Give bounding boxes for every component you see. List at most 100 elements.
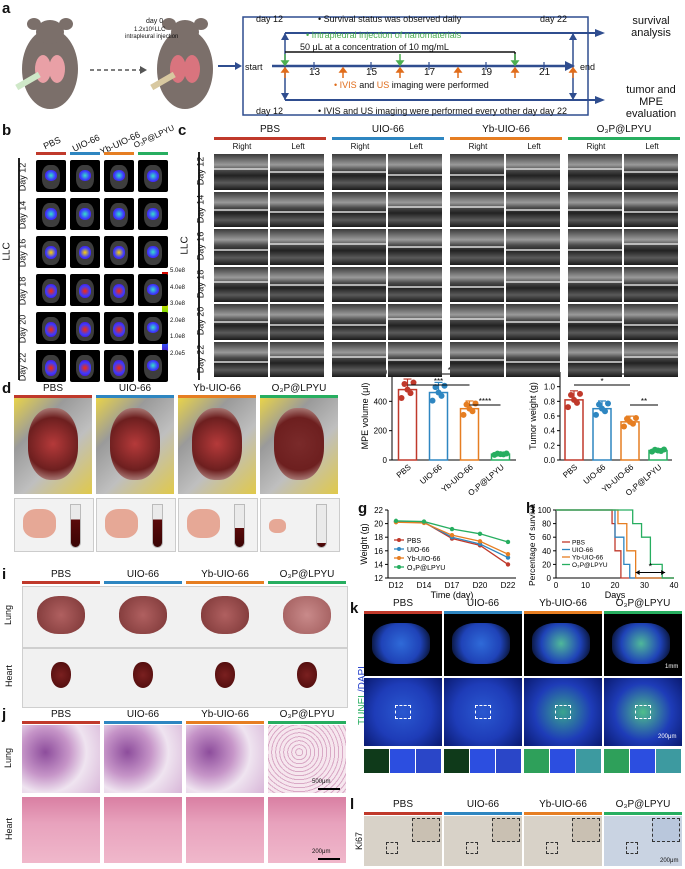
data-point	[577, 390, 583, 397]
x-tick-label: 20	[611, 581, 620, 590]
ultrasound-image	[270, 154, 324, 190]
y-axis-label: Tumor weight (g)	[528, 382, 538, 450]
i-group-label: PBS	[50, 569, 71, 580]
survival-curve	[556, 509, 674, 579]
survival-chart: 0 20 40 60 80 100 0 10 20 30 40 Days Percentage of s…	[527, 504, 679, 600]
ultrasound-image	[568, 341, 622, 377]
x-tick-label: D22	[501, 581, 516, 590]
zoom-box	[475, 705, 492, 720]
category-label: UIO-66	[418, 462, 444, 486]
ultrasound-image	[214, 229, 268, 265]
significance-label: **	[641, 397, 647, 406]
pleural-line	[568, 321, 622, 324]
legend-label: UIO-66	[572, 547, 593, 554]
ki67-inset	[652, 818, 680, 842]
ultrasound-image	[506, 191, 560, 227]
data-point	[410, 379, 417, 386]
data-point	[438, 392, 445, 399]
i-group-bar	[186, 581, 264, 584]
imaging-and: and	[359, 80, 375, 90]
pleural-line	[450, 173, 504, 176]
l-group-label: PBS	[392, 799, 413, 810]
heart-specimen	[215, 662, 235, 688]
imaging-note: • IVIS and US imaging were performed	[334, 80, 489, 90]
ivis-day-label: Day 14	[17, 200, 28, 230]
ivis-image	[104, 160, 134, 192]
he-section	[268, 725, 346, 793]
imaging-rest: imaging were performed	[391, 80, 489, 90]
bioluminescence-signal	[147, 170, 159, 182]
significance-label: ****	[479, 397, 491, 406]
k-group-label: O₃P@LPYU	[615, 598, 671, 609]
ultrasound-image	[450, 229, 504, 265]
tumor-mpe-photo	[178, 498, 258, 552]
d-group-label: UIO-66	[118, 383, 152, 394]
y-tick-label: 14	[374, 560, 383, 569]
d-group-bar	[14, 395, 92, 398]
ivis-image	[138, 236, 168, 268]
i-group-bar	[268, 581, 346, 584]
series-point	[505, 539, 511, 545]
ki67-zoom-box	[626, 842, 638, 854]
us-group-label: O₃P@LPYU	[596, 124, 652, 135]
schematic-day22-bottom: day 22	[540, 106, 568, 116]
imaging-us: US	[376, 80, 390, 90]
tumor-nodule	[268, 518, 286, 534]
y-tick-label: 20	[542, 560, 551, 569]
ivis-scale-tick: 1.0e8	[170, 334, 186, 340]
zoom-box	[635, 705, 652, 720]
he-section	[104, 725, 182, 793]
outcome-tumor: tumor and MPE evaluation	[625, 84, 677, 120]
ultrasound-image	[568, 154, 622, 190]
ultrasound-image	[506, 229, 560, 265]
bioluminescence-signal	[147, 208, 159, 220]
data-point	[441, 382, 448, 389]
bioluminescence-signal	[45, 208, 57, 220]
ivis-image	[138, 274, 168, 306]
survival-curve	[556, 509, 674, 579]
y-tick-label: 1.0	[544, 383, 556, 392]
ivis-image	[36, 236, 66, 268]
ivis-day-label: Day 22	[17, 352, 28, 382]
pleural-line	[270, 243, 324, 246]
ultrasound-image	[450, 341, 504, 377]
us-group-label: Yb-UIO-66	[482, 124, 530, 135]
ki67-section	[604, 816, 682, 866]
data-point	[593, 411, 599, 418]
j-group-bar	[186, 721, 264, 724]
ultrasound-image	[214, 266, 268, 302]
d-group-bar	[178, 395, 256, 398]
us-group-bar	[332, 137, 444, 140]
thoracic-cavity	[274, 407, 324, 480]
heart-specimen	[133, 662, 153, 688]
ultrasound-image	[624, 266, 678, 302]
series-point	[477, 531, 483, 536]
ultrasound-image	[450, 304, 504, 340]
tunel-zoom	[364, 678, 442, 746]
j-scale-text: 500μm	[312, 779, 331, 785]
pleural-line	[450, 358, 504, 361]
panel-label-h: h	[526, 500, 536, 517]
i-group-bar	[104, 581, 182, 584]
ultrasound-image	[332, 341, 386, 377]
ultrasound-image	[450, 191, 504, 227]
ultrasound-image	[568, 266, 622, 302]
lung-specimen	[119, 596, 167, 634]
panel-label-g: g	[358, 500, 368, 517]
tunel-channel-crop	[470, 749, 495, 773]
l-scale: 200μm	[660, 858, 679, 864]
schematic-day12-top: day 12	[256, 14, 284, 24]
x-tick-label: D14	[417, 581, 432, 590]
survival-note: • Survival status was observed daily	[318, 14, 462, 24]
panel-label-a: a	[2, 0, 11, 17]
y-axis-label: Weight (g)	[359, 523, 369, 564]
pleural-line	[332, 243, 386, 246]
ultrasound-image	[388, 229, 442, 265]
ivis-image	[138, 350, 168, 382]
pleural-line	[388, 286, 442, 289]
us-side-label: Right	[586, 142, 606, 151]
arrowhead	[661, 570, 666, 576]
tunel-overview	[524, 614, 602, 676]
ivis-model-label: LLC	[1, 242, 13, 261]
ivis-image	[104, 236, 134, 268]
